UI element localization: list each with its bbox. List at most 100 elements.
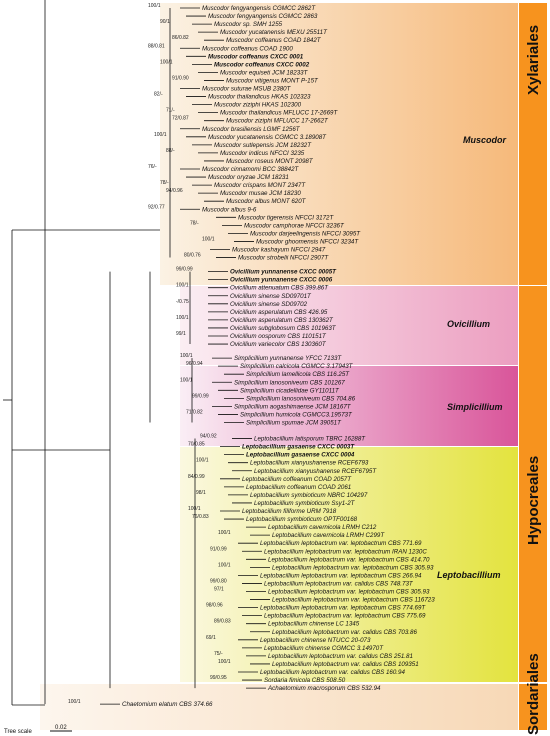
tip-label: Leptobacillium symbioticum NBRC 104297 <box>250 492 368 499</box>
support-value: 96/0.94 <box>186 361 203 367</box>
tip-label: Ovicillium yunnanense CXCC 0005T <box>230 269 337 276</box>
tip-label: Leptobacillium leptobactrum var. leptoba… <box>272 564 434 571</box>
support-value: 89/0.83 <box>214 619 231 625</box>
tip-label: Leptobacillium gasaense CXCC 0004 <box>246 452 355 459</box>
support-value: 94/0.92 <box>200 434 217 440</box>
tip-label: Muscodor tigerensis NFCCI 3172T <box>238 214 334 221</box>
tip-label: Leptobacillium symbioticum OPTF00168 <box>246 516 358 523</box>
support-value: 82/- <box>154 92 163 98</box>
tip-labels: Muscodor fengyangensis CGMCC 2862TMuscod… <box>122 5 435 708</box>
tip-label: Simplicillium humicola CGMCC3.19573T <box>240 411 353 418</box>
tip-label: Ovicillium oosporum CBS 110151T <box>230 333 327 340</box>
support-value: 76/- <box>148 164 157 170</box>
scale-bar-label: Tree scale <box>4 729 32 735</box>
tip-label: Sordaria fimicola CBS 508.50 <box>264 677 346 684</box>
tip-label: Simplicillium yunnanense YFCC 7133T <box>234 355 342 362</box>
tip-label: Simplicillium calcicola CGMCC 3.17943T <box>240 363 354 370</box>
tip-label: Ovicillium sinense SD09701T <box>230 293 312 300</box>
tip-label: Muscodor strobelii NFCCI 2907T <box>238 255 329 262</box>
tip-label: Muscodor ghoomensis NFCCI 3234T <box>256 238 359 245</box>
tip-label: Leptobacillium xianyushanense RCEF6795T <box>254 468 377 475</box>
tip-label: Muscodor equiseti JCM 18233T <box>220 69 309 76</box>
tip-label: Leptobacillium leptobactrum var. leptoba… <box>264 613 426 620</box>
tip-label: Muscodor albus 9-6 <box>202 206 257 213</box>
tip-label: Leptobacillium leptobactrum var. calidus… <box>260 669 405 676</box>
support-value: 80/0.76 <box>184 253 201 259</box>
tip-label: Muscodor musae JCM 18230 <box>220 190 301 197</box>
support-value: 100/1 <box>160 59 173 65</box>
tip-label: Ovicillium sinense SD09702 <box>230 301 308 308</box>
support-value: 100/1 <box>176 283 189 289</box>
tip-label: Muscodor coffeanus COAD 1900 <box>202 45 293 52</box>
tip-label: Leptobacillium chinense LC 1345 <box>268 621 360 628</box>
support-value: 100/1 <box>68 699 81 705</box>
tip-label: Leptobacillium xianyushanense RCEF6793 <box>250 460 369 467</box>
support-value: 88/- <box>166 148 175 154</box>
tip-label: Muscodor ziziphi MFLUCC 17-2662T <box>226 118 329 125</box>
tip-label: Ovicillium variecolor CBS 130360T <box>230 341 327 348</box>
support-value: 78/- <box>160 180 169 186</box>
tip-label: Muscodor crispans MONT 2347T <box>214 182 306 189</box>
support-value: 88/0.81 <box>148 43 165 49</box>
tip-label: Leptobacillium leptobactrum var. leptoba… <box>260 540 422 547</box>
support-value: 100/1 <box>180 353 193 359</box>
support-value: 94/0.96 <box>166 188 183 194</box>
tree-branches <box>3 0 270 706</box>
tip-label: Muscodor coffeanus CXCC 0001 <box>208 53 304 60</box>
tip-label: Muscodor darjeelingensis NFCCI 3095T <box>250 230 361 237</box>
tip-label: Leptobacillium leptobactrum var. calidus… <box>268 653 413 660</box>
support-value: 78/- <box>190 220 199 226</box>
support-value: 100/1 <box>218 659 231 665</box>
order-labels: Xylariales Hypocreales Sordariales <box>525 25 542 735</box>
scale-bar-value: 0.02 <box>55 725 67 731</box>
order-label: Hypocreales <box>525 456 542 545</box>
clade-box-muscodor <box>160 3 518 285</box>
tip-label: Leptobacillium chinense NTUCC 20-073 <box>260 637 371 644</box>
tip-label: Muscodor suturae MSUB 2380T <box>202 86 292 93</box>
tip-label: Muscodor sp. SMH 1255 <box>214 21 283 28</box>
clade-box-sordariales <box>40 684 518 730</box>
tip-label: Leptobacillium chinense CGMCC 3.14970T <box>264 645 384 652</box>
support-value: 71/- <box>166 108 175 114</box>
genus-labels: Muscodor Ovicillium Simplicillium Leptobaci… <box>437 135 506 580</box>
tip-label: Leptobacillium leptobactrum var. calidus… <box>272 661 419 668</box>
tip-label: Simplicillium lanosoniveum CBS 704.86 <box>246 395 356 402</box>
support-value: 97/1 <box>214 587 224 593</box>
tip-label: Leptobacillium cavernicola LRMH C299T <box>272 532 385 539</box>
tip-label: Leptobacillium leptobactrum var. leptoba… <box>260 605 426 612</box>
support-values: 100/1 90/1 86/0.82 88/0.81 100/1 91/0.90 82/- 7… <box>68 3 231 705</box>
tip-label: Ovicillium attenuatum CBS 399.86T <box>230 285 329 292</box>
tip-label: Leptobacillium leptobactrum var. leptoba… <box>264 548 427 555</box>
tip-label: Simplicillium cicadellidae GY11011T <box>240 387 340 394</box>
tip-label: Leptobacillium latisporum TBRC 16288T <box>254 436 366 443</box>
tip-label: Ovicillium yunnanense CXCC 0006 <box>230 277 333 284</box>
tip-label: Muscodor fengyangensis CGMCC 2862T <box>202 5 316 12</box>
support-value: 100/1 <box>148 3 161 9</box>
tip-label: Chaetomium elatum CBS 374.66 <box>122 701 213 708</box>
order-bar-sordariales <box>519 684 547 730</box>
genus-label: Leptobacillium <box>437 570 501 580</box>
tip-label: Muscodor coffeanus COAD 1842T <box>226 37 322 44</box>
support-value: 100/1 <box>180 377 193 383</box>
tip-label: Muscodor brasiliensis LGMF 1256T <box>202 126 301 133</box>
genus-label: Muscodor <box>463 135 506 145</box>
support-value: 86/0.82 <box>172 35 189 41</box>
tip-label: Muscodor fengyangensis CGMCC 2863 <box>208 13 318 20</box>
support-value: 100/1 <box>202 236 215 242</box>
support-value: 75/- <box>214 651 223 657</box>
support-value: 91/0.99 <box>210 546 227 552</box>
support-value: 71/0.82 <box>186 409 203 415</box>
tip-label: Muscodor coffeanus CXCC 0002 <box>214 61 310 68</box>
tip-label: Muscodor yucatanensis MEXU 25511T <box>220 29 328 36</box>
tip-label: Muscodor albus MONT 620T <box>226 198 307 205</box>
clade-box-leptobacillium <box>180 447 518 682</box>
tip-label: Muscodor camphorae NFCCI 3236T <box>244 222 345 229</box>
tip-label: Leptobacillium filiforme URM 7918 <box>242 508 337 515</box>
tip-label: Simplicillium lanosoniveum CBS 101267 <box>234 379 345 386</box>
tip-label: Leptobacillium leptobactrum var. leptoba… <box>268 589 430 596</box>
tip-label: Leptobacillium cavernicola LRMH C212 <box>268 524 377 531</box>
support-value: 100/1 <box>218 530 231 536</box>
support-value: 99/0.80 <box>210 578 227 584</box>
tip-label: Muscodor kashayum NFCCI 2947 <box>232 247 326 254</box>
